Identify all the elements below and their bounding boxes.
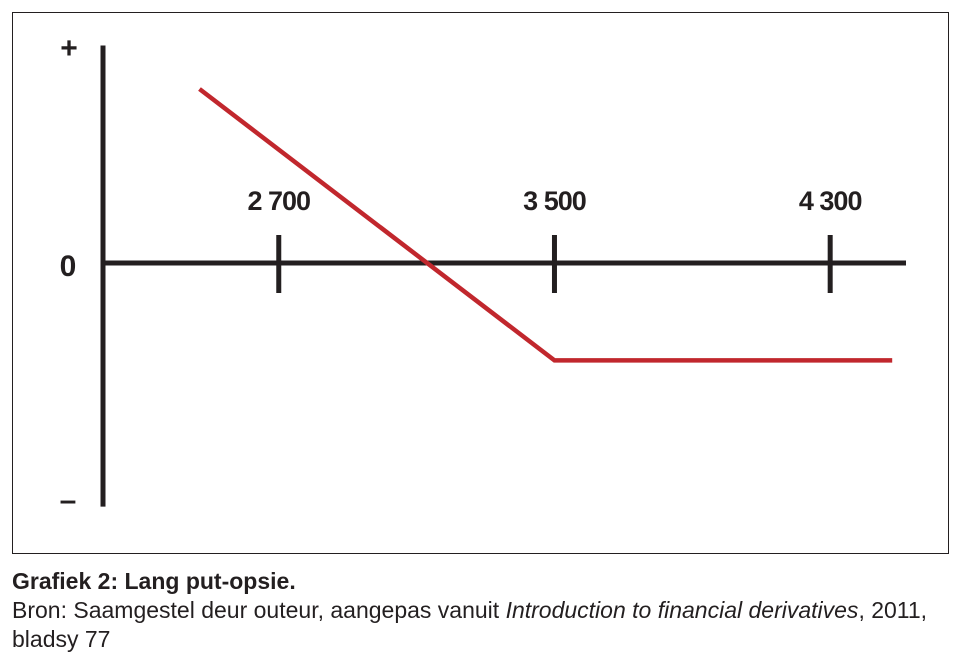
x-tick-label: 3 500 xyxy=(523,186,586,216)
payoff-line xyxy=(198,87,893,363)
chart-frame: 2 700 3 500 4 300 +0 – xyxy=(12,12,949,554)
caption-source: Bron: Saamgestel deur outeur, aangepas v… xyxy=(12,596,942,654)
caption-source-title: Introduction to financial derivatives xyxy=(505,597,859,623)
caption-title: Grafiek 2: Lang put-opsie. xyxy=(12,568,296,594)
x-tick-label: 2 700 xyxy=(247,186,310,216)
caption-source-suffix: , 2011, bladsy 77 xyxy=(12,597,928,652)
y-label-minus: – xyxy=(60,484,77,517)
y-label-zero: 0 xyxy=(60,250,77,283)
y-label-plus: + xyxy=(60,32,78,65)
caption-source-prefix: Bron: Saamgestel deur outeur, aangepas v… xyxy=(12,597,506,623)
figure-caption: Grafiek 2: Lang put-opsie. Bron: Saamges… xyxy=(12,566,942,654)
x-tick-label: 4 300 xyxy=(799,186,862,216)
payoff-chart: 2 700 3 500 4 300 +0 – xyxy=(60,32,906,517)
